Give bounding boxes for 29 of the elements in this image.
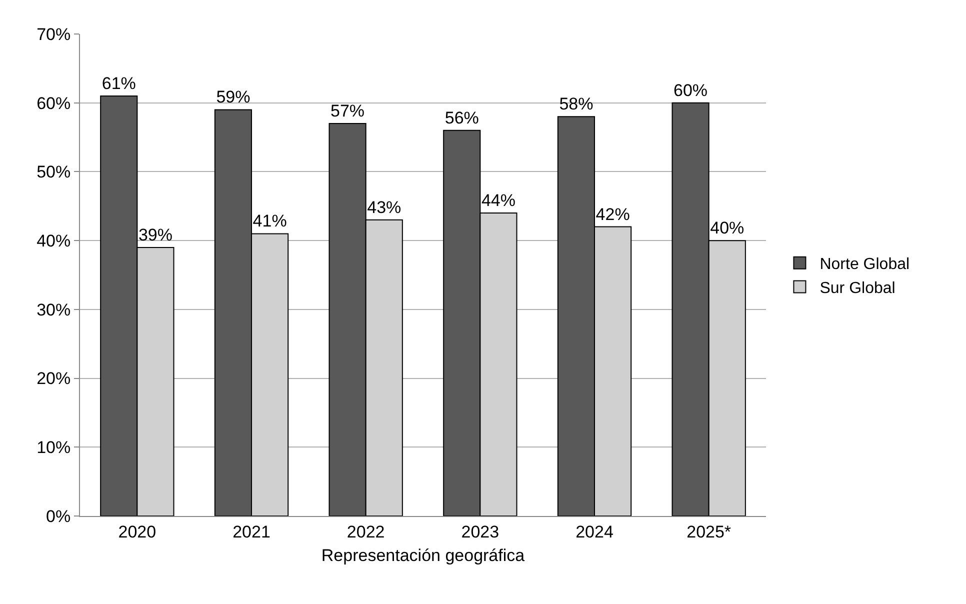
y-tick-label: 50% xyxy=(36,162,71,182)
x-tick-label: 2022 xyxy=(346,522,385,542)
x-tick-label: 2020 xyxy=(118,522,156,542)
y-tick-label: 10% xyxy=(36,438,71,458)
legend-label: Sur Global xyxy=(820,280,896,297)
data-label: 56% xyxy=(444,108,479,128)
data-label: 43% xyxy=(367,198,402,217)
data-label: 39% xyxy=(138,225,172,244)
x-axis-title: Representación geográfica xyxy=(321,546,526,565)
y-tick-label: 20% xyxy=(36,369,71,388)
data-label: 42% xyxy=(596,204,630,224)
data-label: 60% xyxy=(674,80,708,100)
x-tick-label: 2021 xyxy=(232,522,270,542)
y-tick-label: 40% xyxy=(36,232,71,251)
x-tick-label: 2024 xyxy=(576,522,614,542)
data-label: 44% xyxy=(481,191,516,210)
x-tick-label: 2025* xyxy=(686,522,732,542)
data-label: 58% xyxy=(559,94,594,114)
y-tick-label: 0% xyxy=(46,506,71,526)
data-label: 61% xyxy=(102,74,136,93)
data-label: 57% xyxy=(330,102,365,121)
data-label: 40% xyxy=(710,218,744,238)
data-label: 59% xyxy=(216,88,250,107)
data-label: 41% xyxy=(252,212,287,231)
y-tick-label: 70% xyxy=(36,24,71,44)
legend-label: Norte Global xyxy=(820,256,910,274)
y-tick-label: 30% xyxy=(36,300,71,320)
x-tick-label: 2023 xyxy=(461,522,500,542)
y-tick-label: 60% xyxy=(36,94,71,113)
